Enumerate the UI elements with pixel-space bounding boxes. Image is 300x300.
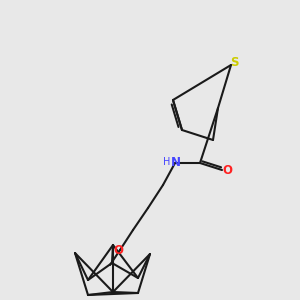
Text: O: O — [222, 164, 232, 176]
Text: H: H — [163, 157, 171, 167]
Text: O: O — [113, 244, 123, 257]
Text: N: N — [171, 155, 181, 169]
Text: S: S — [230, 56, 238, 70]
